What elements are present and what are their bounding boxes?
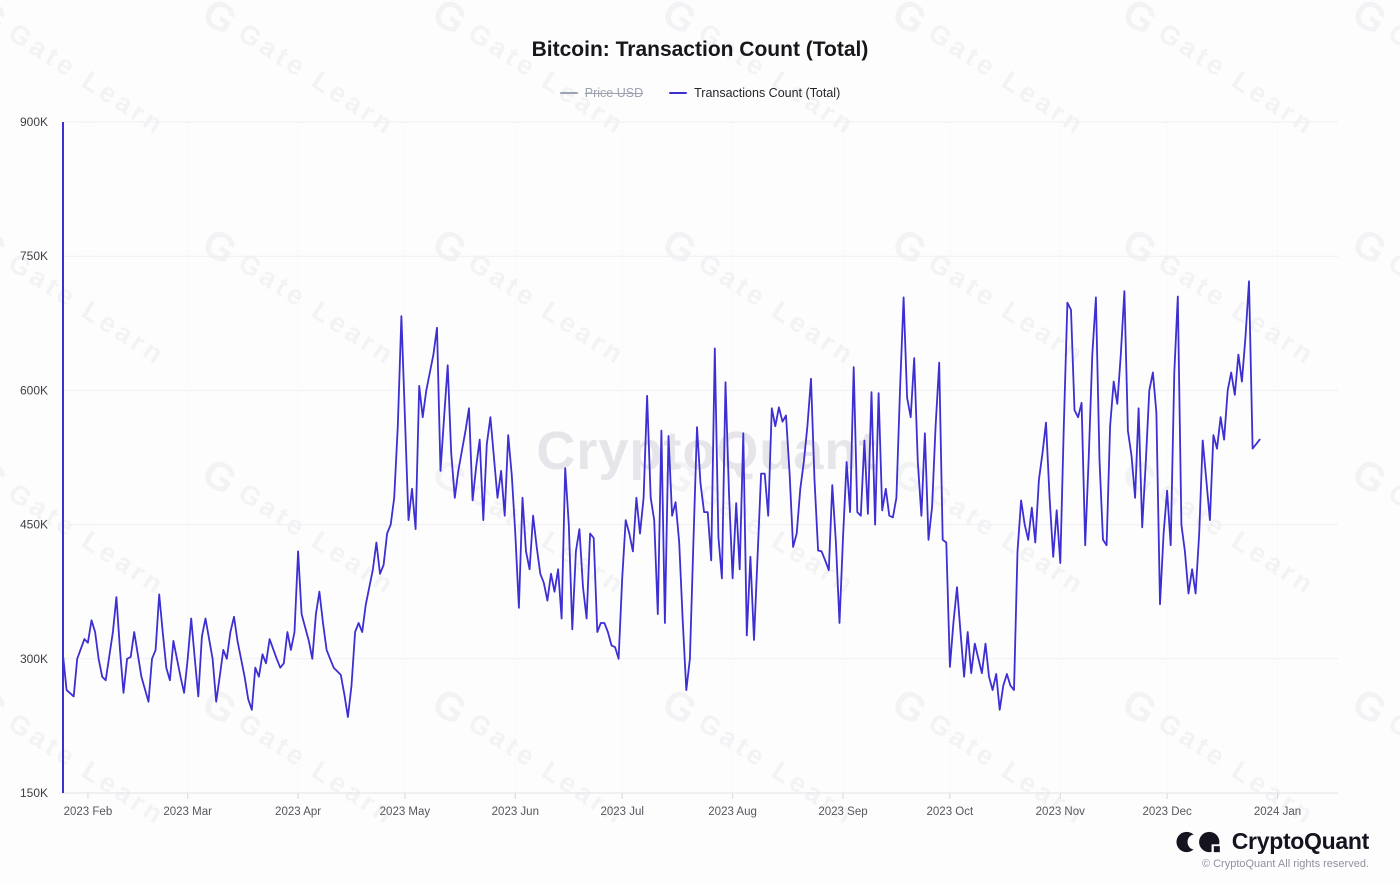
cryptoquant-logo-icon: [1176, 831, 1224, 855]
transactions-count-line: [62, 280, 1261, 718]
price-usd-swatch: [559, 91, 578, 95]
x-tick-label: 2023 Nov: [1036, 806, 1085, 818]
y-tick-label: 300K: [20, 652, 48, 666]
footer: CryptoQuant © CryptoQuant All rights res…: [1176, 828, 1369, 870]
y-tick-label: 750K: [20, 249, 48, 263]
x-tick-label: 2023 Apr: [275, 806, 321, 818]
brand-name: CryptoQuant: [1231, 828, 1370, 854]
page-title: Bitcoin: Transaction Count (Total): [531, 38, 869, 61]
transactions-count-swatch: [669, 91, 688, 95]
x-tick-label: 2023 Mar: [163, 806, 212, 818]
brand-row: CryptoQuant: [1176, 828, 1369, 855]
chart-legend: Price USD Transactions Count (Total): [0, 86, 1400, 100]
y-tick-label: 600K: [20, 383, 48, 397]
y-tick-label: 450K: [20, 518, 48, 532]
x-tick-label: 2023 Oct: [927, 806, 974, 818]
x-tick-label: 2023 Aug: [708, 806, 757, 818]
x-tick-label: 2023 Sep: [818, 806, 867, 818]
legend-item-price-usd[interactable]: Price USD: [559, 86, 644, 100]
copyright-text: © CryptoQuant All rights reserved.: [1201, 858, 1369, 870]
legend-transactions-count-label: Transactions Count (Total): [694, 86, 841, 100]
y-tick-label: 900K: [20, 115, 48, 129]
x-tick-label: 2023 Jun: [492, 806, 539, 818]
x-tick-label: 2023 Feb: [64, 806, 113, 818]
legend-item-transactions-count[interactable]: Transactions Count (Total): [669, 86, 840, 100]
x-tick-label: 2023 Jul: [600, 806, 643, 818]
x-tick-label: 2023 Dec: [1143, 806, 1192, 818]
x-tick-label: 2023 May: [380, 806, 431, 818]
y-tick-label: 150K: [20, 786, 48, 800]
legend-price-usd-label: Price USD: [584, 86, 644, 100]
x-tick-label: 2024 Jan: [1254, 806, 1301, 818]
